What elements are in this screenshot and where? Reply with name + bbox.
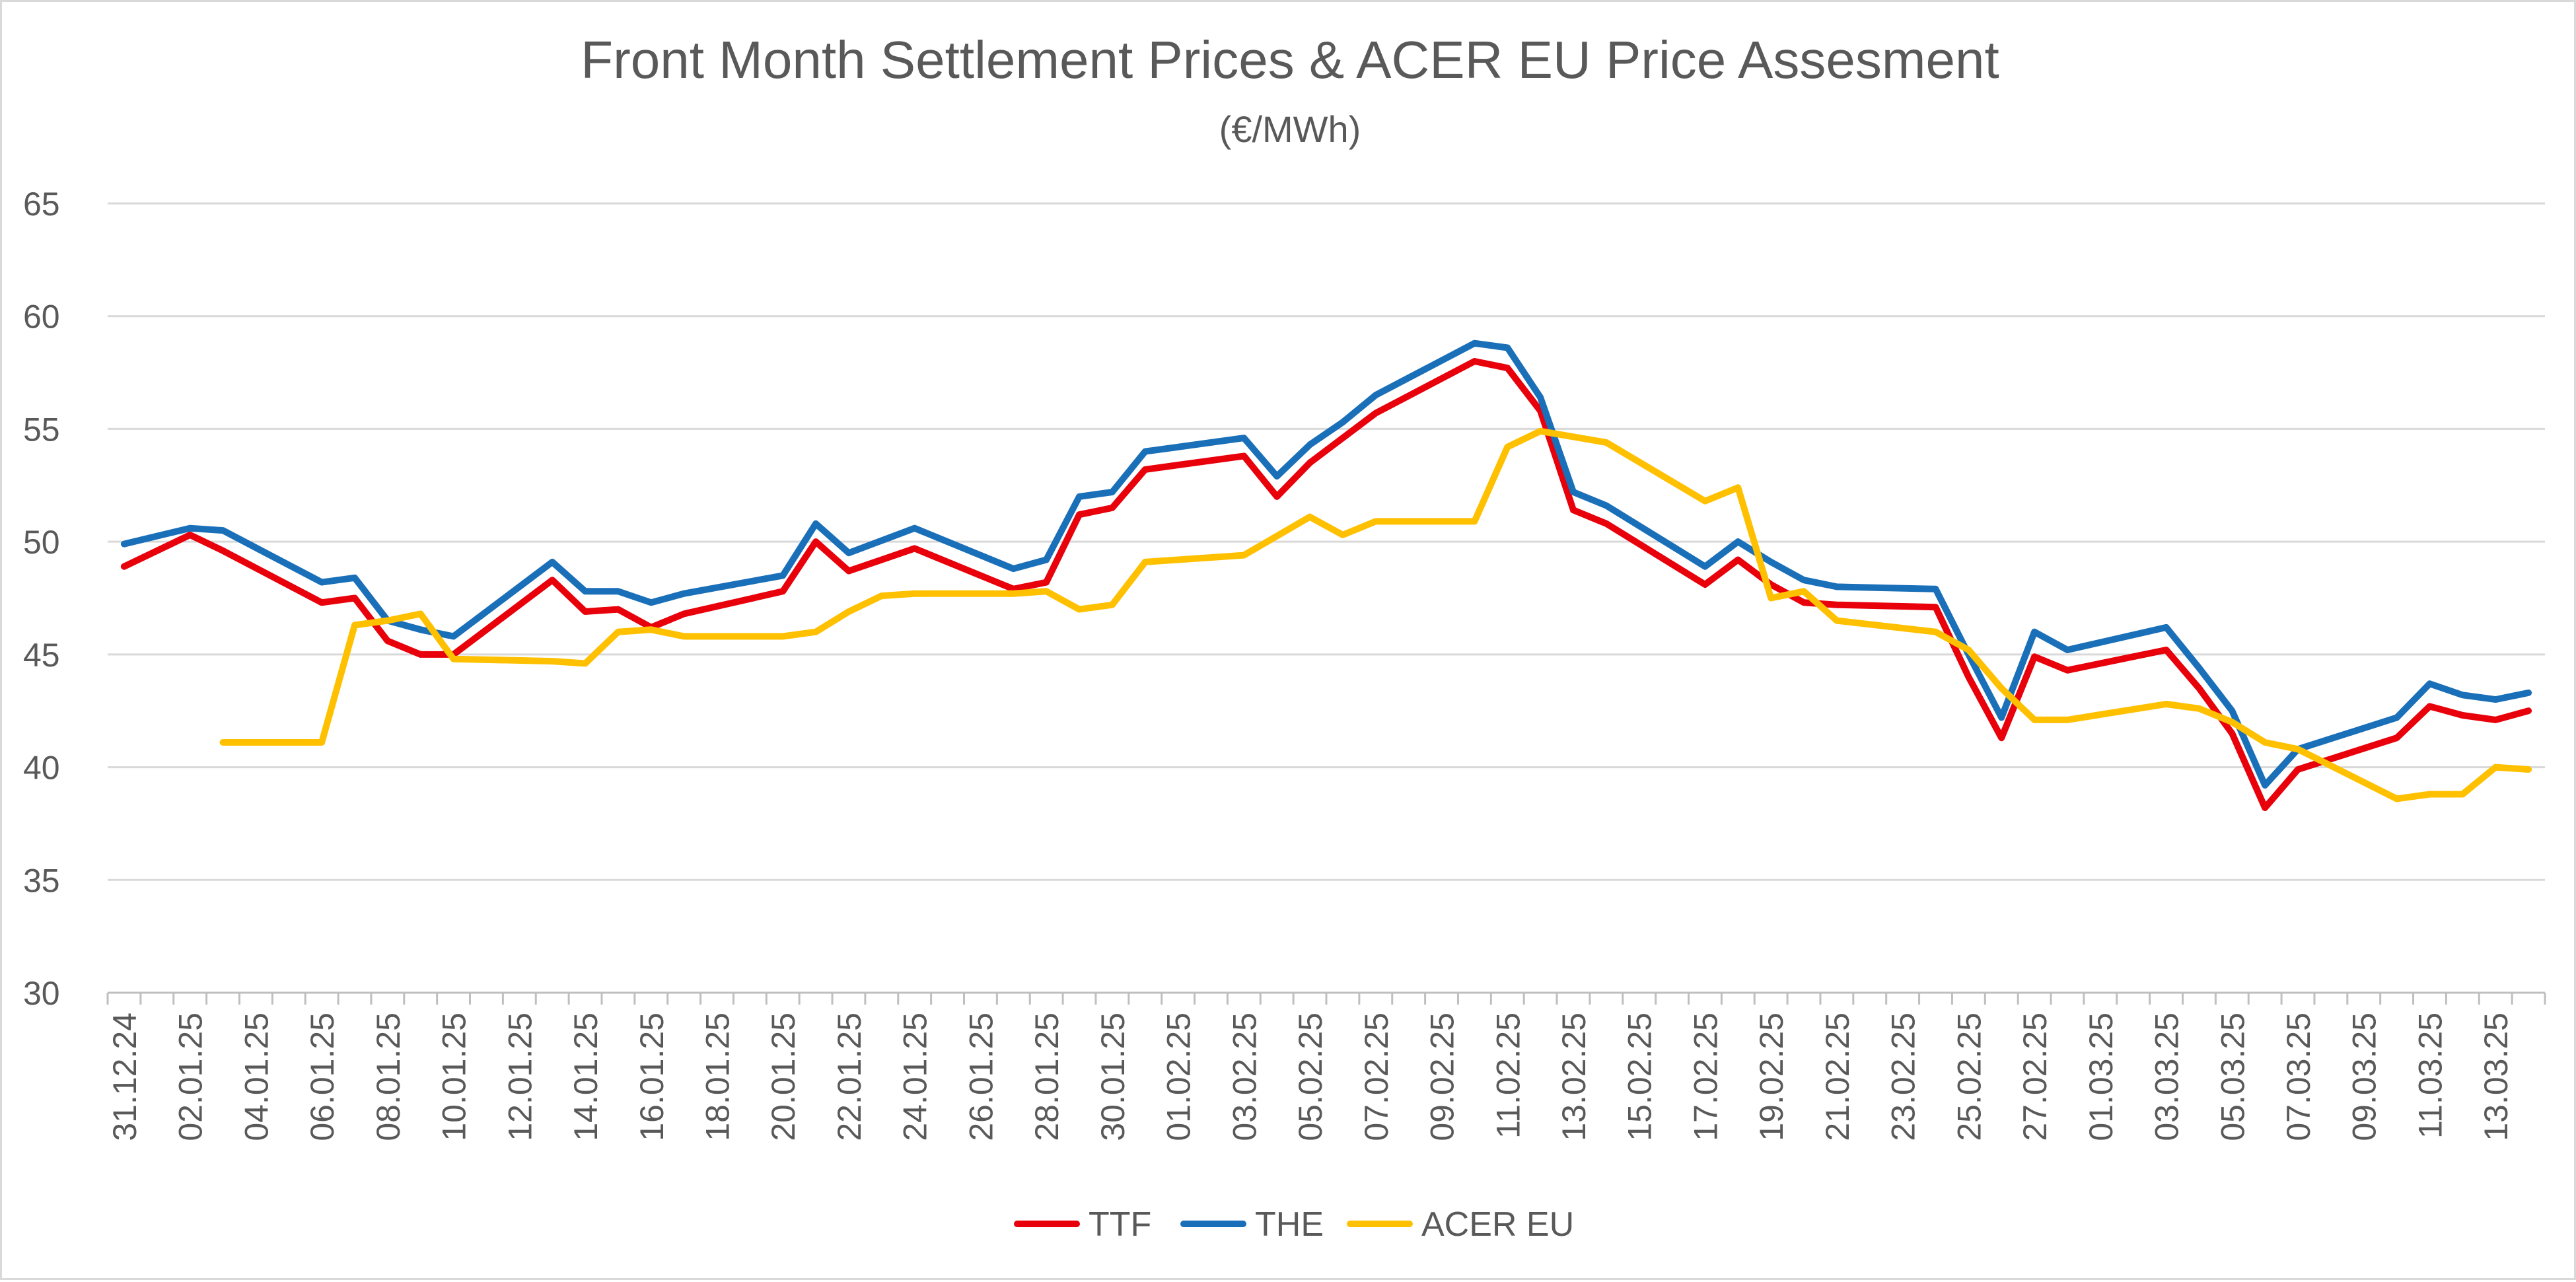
x-tick-label: 09.03.25: [2346, 1013, 2383, 1141]
chart-subtitle: (€/MWh): [1219, 108, 1361, 150]
y-tick-label: 50: [23, 524, 60, 561]
x-tick-label: 14.01.25: [567, 1013, 604, 1141]
series-line-the: [120, 339, 2532, 789]
y-tick-label: 60: [23, 299, 60, 336]
x-tick-label: 05.03.25: [2214, 1013, 2251, 1141]
x-tick-label: 07.03.25: [2280, 1013, 2317, 1141]
x-tick-label: 22.01.25: [831, 1013, 868, 1141]
y-tick-label: 40: [23, 750, 60, 787]
x-tick-label: 25.02.25: [1950, 1013, 1987, 1141]
x-tick-label: 23.02.25: [1885, 1013, 1922, 1141]
legend-label-ttf: TTF: [1089, 1205, 1151, 1244]
x-tick-label: 18.01.25: [699, 1013, 736, 1141]
y-tick-label: 30: [23, 975, 60, 1012]
y-tick-label: 65: [23, 186, 60, 223]
x-tick-label: 13.03.25: [2478, 1013, 2515, 1141]
x-tick-label: 08.01.25: [370, 1013, 407, 1141]
x-tick-label: 19.02.25: [1753, 1013, 1790, 1141]
x-tick-label: 24.01.25: [897, 1013, 934, 1141]
x-tick-label: 01.03.25: [2083, 1013, 2120, 1141]
x-tick-label: 26.01.25: [962, 1013, 999, 1141]
x-tick-label: 16.01.25: [633, 1013, 670, 1141]
x-axis: 31.12.24 02.01.25 04.01.25 06.01.25 08.01.25…: [106, 993, 2546, 1141]
x-tick-label: 02.01.25: [172, 1013, 209, 1141]
x-tick-label: 03.03.25: [2149, 1013, 2186, 1141]
x-tick-label: 15.02.25: [1622, 1013, 1659, 1141]
y-tick-label: 35: [23, 862, 60, 899]
x-tick-label: 06.01.25: [304, 1013, 341, 1141]
x-tick-label: 04.01.25: [238, 1013, 275, 1141]
x-tick-label: 01.02.25: [1161, 1013, 1198, 1141]
x-tick-label: 09.02.25: [1424, 1013, 1461, 1141]
y-tick-label: 55: [23, 411, 60, 448]
x-tick-label: 20.01.25: [765, 1013, 802, 1141]
x-tick-label: 03.02.25: [1226, 1013, 1263, 1141]
x-tick-label: 11.03.25: [2412, 1013, 2449, 1139]
legend: TTF THE ACER EU: [1014, 1205, 1574, 1244]
x-tick-label: 07.02.25: [1358, 1013, 1395, 1141]
x-tick-label: 11.02.25: [1489, 1013, 1526, 1139]
legend-label-the: THE: [1255, 1205, 1324, 1244]
series-line-ttf: [120, 358, 2532, 811]
x-tick-label: 30.01.25: [1094, 1013, 1131, 1141]
x-tick-label: 05.02.25: [1292, 1013, 1329, 1141]
gridlines: [108, 202, 2545, 994]
x-tick-label: 17.02.25: [1687, 1013, 1724, 1141]
y-axis-ticks: 30 35 40 45 50 55 60 65: [23, 186, 60, 1012]
x-tick-label: 31.12.24: [106, 1013, 143, 1141]
legend-label-acer-eu: ACER EU: [1421, 1205, 1574, 1244]
series-lines: [120, 339, 2532, 811]
x-tick-label: 12.01.25: [501, 1013, 538, 1141]
x-tick-label: 13.02.25: [1556, 1013, 1592, 1141]
x-tick-label: 28.01.25: [1028, 1013, 1065, 1141]
y-tick-label: 45: [23, 637, 60, 674]
x-tick-label: 27.02.25: [2017, 1013, 2054, 1141]
x-tick-label: 10.01.25: [436, 1013, 473, 1141]
x-tick-label: 21.02.25: [1819, 1013, 1856, 1141]
chart-title: Front Month Settlement Prices & ACER EU …: [581, 30, 1999, 89]
series-line-acer-eu: [219, 427, 2532, 802]
